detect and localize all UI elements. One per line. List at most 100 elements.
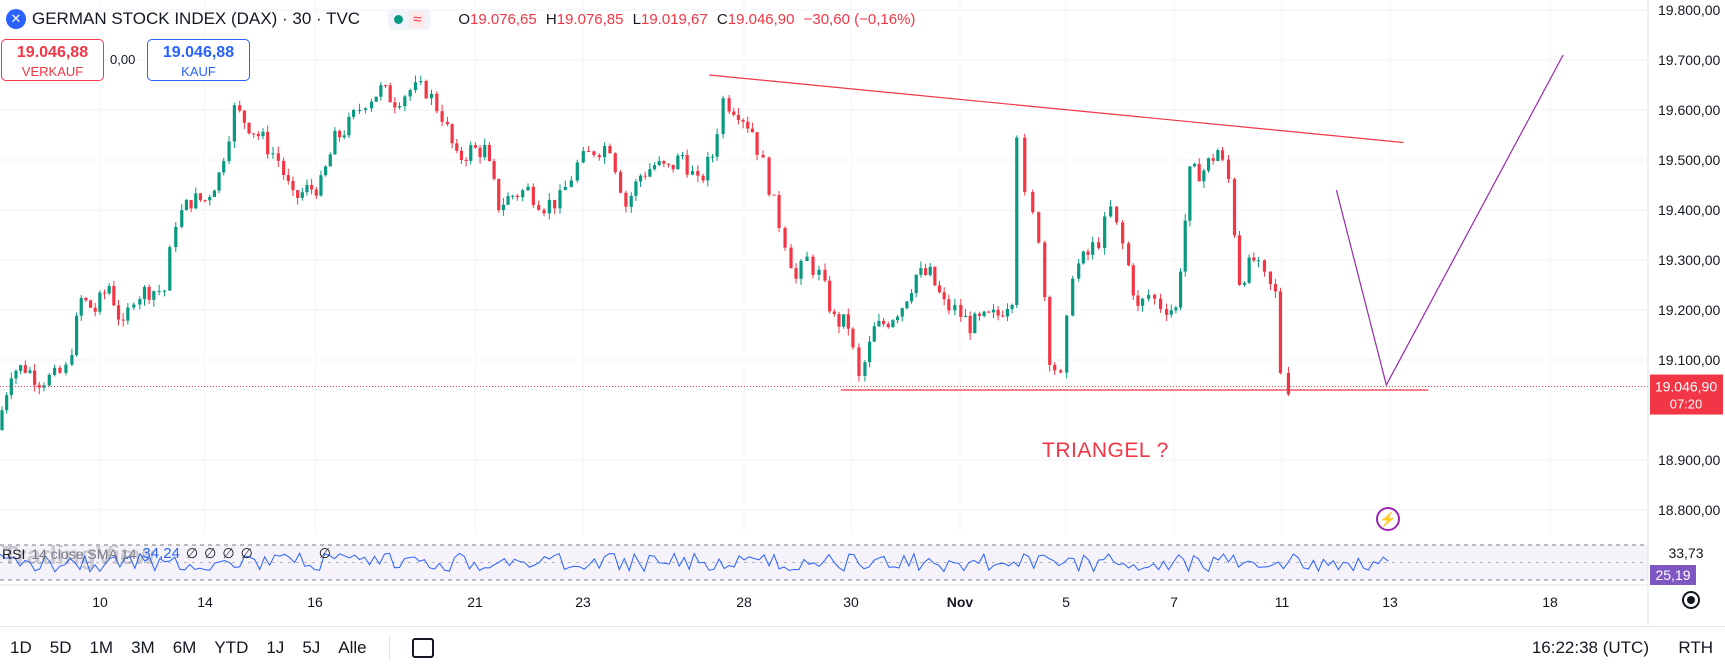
candle-body [613, 153, 617, 173]
ohlc-open: 19.076,65 [470, 10, 537, 28]
candle-body [905, 301, 909, 309]
candle-body [328, 154, 332, 167]
projection-path [1335, 54, 1564, 387]
range-1j[interactable]: 1J [266, 638, 285, 657]
candle-body [497, 178, 501, 211]
price-tick-label: 19.400,00 [1658, 202, 1720, 218]
candle-body [291, 180, 295, 191]
close-x-icon[interactable]: ✕ [6, 9, 26, 29]
candle-body [968, 315, 972, 334]
time-tick-label: 18 [1542, 594, 1558, 610]
candle-body [1164, 309, 1169, 315]
candle-body [88, 300, 93, 308]
candle-body [666, 163, 671, 165]
candle-body [817, 269, 821, 275]
candle-body [1059, 370, 1063, 373]
candle-body [107, 285, 111, 294]
candle-body [266, 131, 270, 155]
price-tick-label: 18.900,00 [1658, 452, 1720, 468]
candle-body [184, 200, 189, 211]
buy-button[interactable]: 19.046,88 KAUF [147, 39, 250, 81]
rsi-legend[interactable]: RSI 14 close SMA 14 34,24 ∅ ∅ ∅ ∅ ∅ [2, 545, 331, 562]
range-alle[interactable]: Alle [338, 638, 367, 657]
candle-body [947, 299, 951, 311]
range-5d[interactable]: 5D [49, 638, 72, 657]
candle-body [933, 266, 937, 286]
candle-body [542, 209, 546, 214]
range-1d[interactable]: 1D [10, 638, 32, 657]
range-3m[interactable]: 3M [131, 638, 155, 657]
candle-body [761, 154, 765, 158]
calendar-icon[interactable] [411, 638, 434, 658]
upper-trendline [709, 74, 1404, 144]
candle-body [314, 189, 318, 196]
status-pill[interactable]: ≈ [388, 8, 432, 30]
market-open-dot-icon [394, 14, 404, 24]
candle-body [1242, 282, 1247, 285]
range-ytd[interactable]: YTD [214, 638, 249, 657]
candle-body [445, 121, 450, 125]
range-6m[interactable]: 6M [172, 638, 197, 657]
price-axis[interactable]: 19.800,00 19.700,00 19.600,00 19.500,00 19.4… [1647, 0, 1723, 626]
candle-body [324, 166, 328, 176]
sell-label: VERKAUF [21, 64, 84, 79]
candle-body [408, 90, 412, 97]
candle-body [397, 106, 402, 108]
candle-body [1286, 373, 1291, 395]
candle-body [203, 200, 207, 202]
candle-body [959, 304, 963, 318]
candle-body [727, 98, 731, 112]
drawings [0, 54, 1648, 391]
session-toggle[interactable]: RTH [1678, 638, 1713, 657]
ohlc-change: −30,60 (−0,16%) [803, 10, 916, 28]
candle-body [42, 385, 46, 388]
candle-body [501, 204, 505, 211]
flash-alert-icon[interactable]: ⚡ [1376, 507, 1400, 531]
ohlc-high-key: H [545, 10, 557, 28]
candle-body [942, 292, 946, 300]
time-tick-label: 10 [92, 594, 108, 610]
candle-body [832, 311, 836, 315]
range-5j[interactable]: 5J [302, 638, 321, 657]
candle-body [608, 146, 612, 154]
time-tick-label: 28 [736, 594, 752, 610]
candle-body [1226, 159, 1231, 180]
candle-body [198, 193, 203, 201]
candle-body [162, 290, 167, 292]
price-tick-label: 19.500,00 [1658, 152, 1720, 168]
candle-body [696, 170, 700, 176]
symbol-title[interactable]: GERMAN STOCK INDEX (DAX) · 30 · TVC [32, 9, 361, 28]
candle-body [1202, 170, 1206, 182]
candle-body [74, 315, 79, 356]
candle-body [592, 151, 596, 156]
time-axis[interactable]: 10 14 16 21 23 28 30 Nov 5 7 11 13 18 [0, 584, 1648, 610]
candle-body [1178, 271, 1183, 308]
rsi-label: RSI [2, 545, 26, 562]
candle-body [1115, 206, 1119, 223]
candle-body [772, 194, 776, 196]
candle-body [715, 134, 719, 157]
gear-icon[interactable] [1682, 591, 1700, 609]
grid-lines [0, 0, 1648, 535]
candle-body [58, 367, 62, 373]
candle-body [1048, 297, 1052, 365]
candle-body [1192, 163, 1197, 167]
candle-body [900, 308, 904, 317]
sell-button[interactable]: 19.046,88 VERKAUF [1, 39, 104, 81]
candle-body [851, 328, 855, 348]
range-1m[interactable]: 1M [89, 638, 114, 657]
candle-body [403, 96, 407, 107]
rsi-pane [0, 544, 1648, 581]
candle-body [393, 102, 397, 108]
candle-body [721, 98, 725, 135]
candle-body [886, 323, 890, 328]
candle-body [252, 133, 256, 135]
candle-body [1273, 284, 1278, 292]
candle-body [450, 124, 454, 144]
triangle-annotation[interactable]: TRIANGEL ? [1042, 439, 1169, 462]
candle-body [112, 285, 116, 306]
candle-body [132, 304, 136, 308]
candle-body [483, 144, 487, 158]
clock-readout[interactable]: 16:22:38 (UTC) [1531, 638, 1649, 657]
